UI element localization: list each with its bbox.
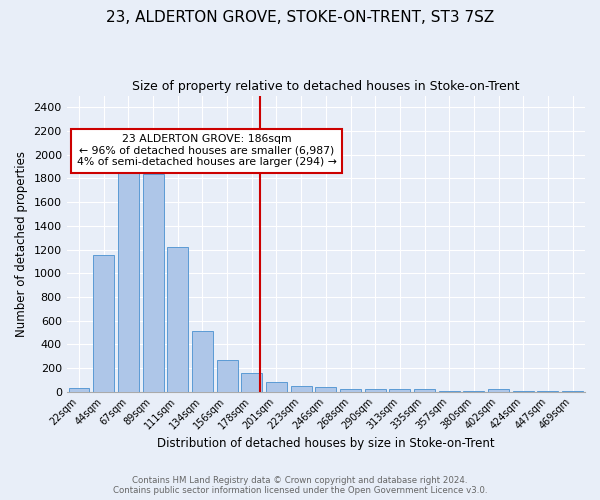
Title: Size of property relative to detached houses in Stoke-on-Trent: Size of property relative to detached ho… <box>132 80 520 93</box>
Bar <box>439 391 460 392</box>
Bar <box>143 174 164 392</box>
Bar <box>340 390 361 392</box>
Bar <box>538 391 559 392</box>
Bar <box>562 391 583 392</box>
Text: 23, ALDERTON GROVE, STOKE-ON-TRENT, ST3 7SZ: 23, ALDERTON GROVE, STOKE-ON-TRENT, ST3 … <box>106 10 494 25</box>
Bar <box>389 390 410 392</box>
Bar <box>192 332 213 392</box>
Bar <box>414 390 435 392</box>
Y-axis label: Number of detached properties: Number of detached properties <box>15 150 28 336</box>
Bar <box>316 387 337 392</box>
X-axis label: Distribution of detached houses by size in Stoke-on-Trent: Distribution of detached houses by size … <box>157 437 494 450</box>
Bar <box>68 388 89 392</box>
Bar <box>365 389 386 392</box>
Bar <box>488 389 509 392</box>
Bar <box>513 391 534 392</box>
Text: Contains HM Land Registry data © Crown copyright and database right 2024.
Contai: Contains HM Land Registry data © Crown c… <box>113 476 487 495</box>
Bar <box>463 391 484 392</box>
Bar <box>290 386 311 392</box>
Text: 23 ALDERTON GROVE: 186sqm
← 96% of detached houses are smaller (6,987)
4% of sem: 23 ALDERTON GROVE: 186sqm ← 96% of detac… <box>77 134 337 168</box>
Bar <box>93 256 114 392</box>
Bar <box>167 247 188 392</box>
Bar <box>118 160 139 392</box>
Bar <box>217 360 238 392</box>
Bar <box>241 374 262 392</box>
Bar <box>266 382 287 392</box>
